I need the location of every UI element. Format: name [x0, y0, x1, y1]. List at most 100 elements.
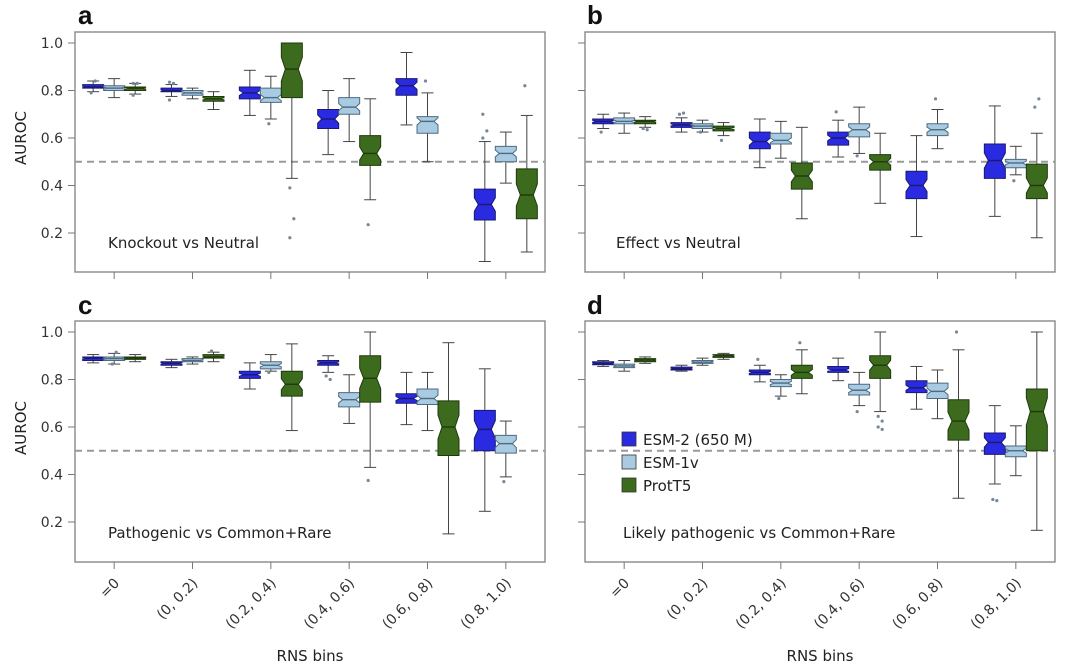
- outlier-point: [288, 236, 292, 240]
- y-tick-label: 0.6: [41, 420, 63, 436]
- box-esm-2-650-m-: [827, 357, 850, 382]
- box-prott5: [712, 352, 735, 360]
- box-body: [259, 87, 282, 103]
- box-esm-1v: [691, 357, 714, 366]
- outlier-point: [876, 425, 880, 429]
- panel-label-c: c: [78, 290, 92, 320]
- box-esm-1v: [494, 420, 517, 484]
- box-body: [1025, 163, 1048, 200]
- x-tick-label: (0, 0.2): [664, 576, 711, 623]
- box-esm-2-650-m-: [983, 105, 1006, 217]
- x-tick-label: (0.2, 0.4): [223, 576, 280, 633]
- box-body: [473, 409, 496, 452]
- outlier-point: [599, 130, 603, 134]
- y-tick-label: 1.0: [41, 36, 63, 52]
- panel-c: 0.2 0.4 0.6 0.8 1.0 =0 (0, 0.2) (0.2, 0.4) (0.4,…: [41, 320, 546, 633]
- box-esm-2-650-m-: [238, 362, 261, 390]
- y-tick-label: 0.2: [41, 226, 63, 242]
- legend-label-esm2: ESM-2 (650 M): [643, 431, 753, 449]
- box-prott5: [634, 116, 657, 132]
- outlier-point: [502, 480, 506, 484]
- box-prott5: [869, 132, 892, 204]
- outlier-point: [933, 97, 938, 101]
- y-tick-label: 0.4: [41, 468, 63, 484]
- box-prott5: [280, 343, 303, 453]
- plot-frame: [74, 31, 546, 273]
- box-esm-1v: [181, 356, 204, 365]
- x-tick-label: (0.8, 1.0): [968, 576, 1025, 633]
- outlier-point: [719, 138, 724, 142]
- box-esm-1v: [103, 78, 126, 99]
- legend-item-esm2: ESM-2 (650 M): [621, 431, 753, 449]
- plot-frame: [74, 320, 546, 563]
- panel-a: 0.2 0.4 0.6 0.8 1.0: [41, 31, 546, 279]
- y-axis-title-top: AUROC: [12, 111, 30, 165]
- outlier-point: [855, 154, 859, 158]
- outlier-point: [481, 136, 485, 140]
- box-esm-2-650-m-: [592, 360, 615, 367]
- box-body: [515, 168, 538, 220]
- box-esm-1v: [926, 369, 949, 420]
- outlier-point: [167, 98, 172, 102]
- panel-label-b: b: [587, 0, 603, 30]
- y-tick-label: 1.0: [41, 325, 63, 341]
- y-axis-title-bottom: AUROC: [12, 401, 30, 455]
- box-esm-2-650-m-: [160, 80, 183, 102]
- box-esm-1v: [1004, 425, 1027, 477]
- panel-c-title: Pathogenic vs Common+Rare: [108, 524, 332, 542]
- x-axis-title-right: RNS bins: [787, 647, 854, 665]
- box-esm-2-650-m-: [473, 368, 496, 512]
- box-prott5: [515, 84, 538, 253]
- y-tick-label: 0.2: [41, 515, 63, 531]
- box-esm-1v: [769, 120, 792, 159]
- box-esm-2-650-m-: [238, 69, 261, 116]
- box-esm-2-650-m-: [160, 358, 183, 369]
- box-esm-1v: [259, 354, 282, 374]
- outlier-point: [324, 374, 328, 378]
- outlier-point: [288, 449, 292, 453]
- y-tick-label: 0.6: [41, 131, 63, 147]
- box-esm-2-650-m-: [748, 357, 771, 383]
- box-esm-2-650-m-: [82, 354, 105, 364]
- box-body: [748, 131, 771, 150]
- legend-swatch-esm1v: [621, 454, 637, 470]
- box-prott5: [359, 98, 382, 227]
- box-body: [280, 42, 303, 99]
- box-esm-1v: [259, 75, 282, 126]
- outlier-point: [328, 377, 332, 382]
- legend-item-esm1v: ESM-1v: [621, 454, 699, 472]
- box-body: [947, 399, 970, 441]
- outlier-point: [756, 357, 760, 361]
- legend-label-prott5: ProtT5: [643, 477, 691, 495]
- box-esm-1v: [494, 131, 517, 184]
- box-esm-1v: [338, 374, 361, 424]
- panel-label-d: d: [587, 290, 603, 320]
- box-esm-2-650-m-: [670, 111, 693, 133]
- panel-d-title: Likely pathogenic vs Common+Rare: [623, 524, 895, 542]
- box-esm-2-650-m-: [82, 79, 105, 95]
- outlier-point: [876, 414, 880, 418]
- outlier-point: [89, 91, 93, 95]
- box-body: [1025, 388, 1048, 452]
- outlier-point: [292, 217, 296, 221]
- y-tick-label: 0.8: [41, 84, 63, 100]
- box-body: [905, 380, 928, 394]
- x-tick-label: (0.6, 0.8): [380, 576, 437, 633]
- box-body: [416, 388, 439, 405]
- outlier-point: [485, 129, 489, 133]
- box-esm-2-650-m-: [905, 365, 928, 410]
- outlier-point: [798, 341, 802, 345]
- box-esm-1v: [416, 79, 439, 163]
- box-body: [769, 132, 792, 145]
- y-tick-label: 0.8: [41, 373, 63, 389]
- x-tick-label: (0.4, 0.6): [811, 576, 868, 633]
- outlier-point: [481, 112, 485, 116]
- box-esm-2-650-m-: [395, 52, 418, 126]
- box-body: [338, 97, 361, 115]
- legend-swatch-prott5: [621, 477, 637, 493]
- box-esm-2-650-m-: [317, 355, 340, 382]
- box-prott5: [634, 356, 657, 364]
- box-prott5: [202, 91, 225, 110]
- box-body: [416, 116, 439, 134]
- x-tick-label: (0.6, 0.8): [890, 576, 947, 633]
